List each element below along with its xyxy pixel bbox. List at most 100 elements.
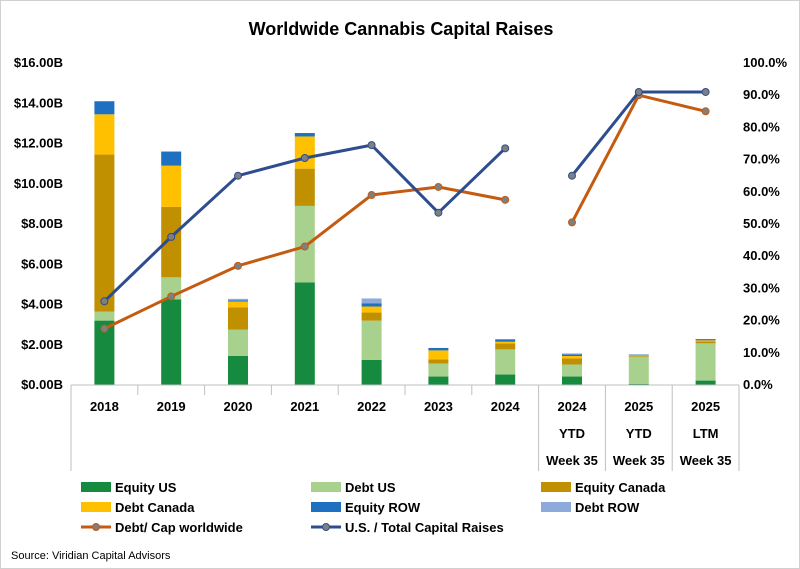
legend-swatch xyxy=(541,482,571,492)
line-point xyxy=(367,191,376,200)
bar-segment xyxy=(628,356,649,384)
bar-segment xyxy=(495,374,516,385)
legend-swatch xyxy=(81,482,111,492)
bar-segment xyxy=(294,136,315,169)
bar-segment xyxy=(161,151,182,166)
category-label: 2025 xyxy=(624,399,653,414)
bar-segment xyxy=(228,298,248,301)
bar-segment xyxy=(94,320,115,385)
left-tick-label: $12.00B xyxy=(14,136,63,151)
bar-segment xyxy=(94,311,115,321)
legend-label: Equity US xyxy=(115,480,177,495)
category-label: 2023 xyxy=(424,399,453,414)
right-tick-label: 40.0% xyxy=(743,248,780,263)
bar-segment xyxy=(562,353,582,355)
bar-segment xyxy=(428,350,449,360)
legend-label: Debt Canada xyxy=(115,500,195,515)
right-tick-label: 100.0% xyxy=(743,55,788,70)
line-point xyxy=(234,171,242,180)
bar-segment xyxy=(294,133,315,137)
bar-segment xyxy=(562,356,582,359)
line-point xyxy=(167,232,176,241)
line-point xyxy=(501,195,510,204)
category-label: 2024 xyxy=(558,399,588,414)
bar-segment xyxy=(361,306,382,313)
legend-swatch xyxy=(311,482,341,492)
category-label: Week 35 xyxy=(613,453,665,468)
line-point xyxy=(701,87,710,96)
legend-label: Equity Canada xyxy=(575,480,666,495)
category-label: 2021 xyxy=(290,399,319,414)
left-tick-label: $10.00B xyxy=(14,176,63,191)
legend-swatch xyxy=(81,502,111,512)
category-label: Week 35 xyxy=(680,453,732,468)
bar-segment xyxy=(495,339,516,342)
category-label: LTM xyxy=(693,426,719,441)
left-tick-label: $14.00B xyxy=(14,95,63,110)
line-point xyxy=(568,218,576,227)
right-axis-ticks: 0.0% 10.0% 20.0% 30.0% 40.0% 50.0% 60.0% 70.0% 8… xyxy=(743,55,788,392)
bar-segment xyxy=(361,298,382,304)
legend-swatch-marker xyxy=(92,523,100,531)
bar-segment xyxy=(361,303,382,307)
right-tick-label: 50.0% xyxy=(743,216,780,231)
bar-segment xyxy=(228,355,248,385)
bar-segment xyxy=(361,320,382,360)
category-label: 2024 xyxy=(491,399,521,414)
line-series-group xyxy=(100,87,710,333)
legend-swatch xyxy=(541,502,571,512)
bar-segment xyxy=(294,282,315,385)
right-tick-label: 30.0% xyxy=(743,280,780,295)
bar-segment xyxy=(562,358,582,365)
bar-segment xyxy=(695,341,716,344)
category-label: 2018 xyxy=(90,399,119,414)
bar-segment xyxy=(428,363,449,377)
legend-swatch xyxy=(311,502,341,512)
bar-segment xyxy=(495,341,516,344)
bar-segment xyxy=(562,354,582,357)
bar-segment xyxy=(161,206,182,278)
line-point xyxy=(300,242,309,251)
bar-segment xyxy=(94,101,115,115)
left-tick-label: $8.00B xyxy=(21,216,63,231)
axes-frame xyxy=(70,384,740,471)
category-label: 2025 xyxy=(691,399,720,414)
bar-segment xyxy=(428,347,449,351)
legend: Equity US Debt US Equity Canada Debt Canada… xyxy=(81,480,666,535)
bar-segment xyxy=(495,349,516,375)
bar-segment xyxy=(361,312,382,321)
bar-segment xyxy=(695,380,716,385)
bar-segment xyxy=(228,307,248,330)
right-tick-label: 70.0% xyxy=(743,152,780,167)
category-label: 2019 xyxy=(157,399,186,414)
right-tick-label: 0.0% xyxy=(743,377,773,392)
bar-segment xyxy=(228,300,248,302)
line-point xyxy=(634,87,643,96)
bar-segment xyxy=(94,154,115,312)
legend-label: U.S. / Total Capital Raises xyxy=(345,520,504,535)
bar-segment xyxy=(228,329,248,356)
category-label: Week 35 xyxy=(546,453,598,468)
left-tick-label: $4.00B xyxy=(21,297,63,312)
bar-segment xyxy=(695,339,716,341)
category-labels: 2018 2019 2020 2021 2022 2023 2024 2024 YTD Week … xyxy=(90,399,732,468)
right-tick-label: 20.0% xyxy=(743,313,780,328)
bar-segment xyxy=(628,355,649,357)
line-point xyxy=(300,153,309,162)
left-tick-label: $6.00B xyxy=(21,256,63,271)
legend-label: Debt/ Cap worldwide xyxy=(115,520,243,535)
series-line xyxy=(570,93,706,224)
bar-segment xyxy=(428,359,449,364)
bar-segment xyxy=(495,343,516,350)
legend-label: Equity ROW xyxy=(345,500,421,515)
bar-segment xyxy=(161,299,182,385)
line-point xyxy=(100,324,109,333)
chart-title: Worldwide Cannabis Capital Raises xyxy=(249,19,554,39)
bar-segment xyxy=(228,301,248,308)
right-tick-label: 90.0% xyxy=(743,87,780,102)
bar-segment xyxy=(361,359,382,385)
bar-segment xyxy=(562,364,582,377)
bar-segment xyxy=(428,376,449,385)
